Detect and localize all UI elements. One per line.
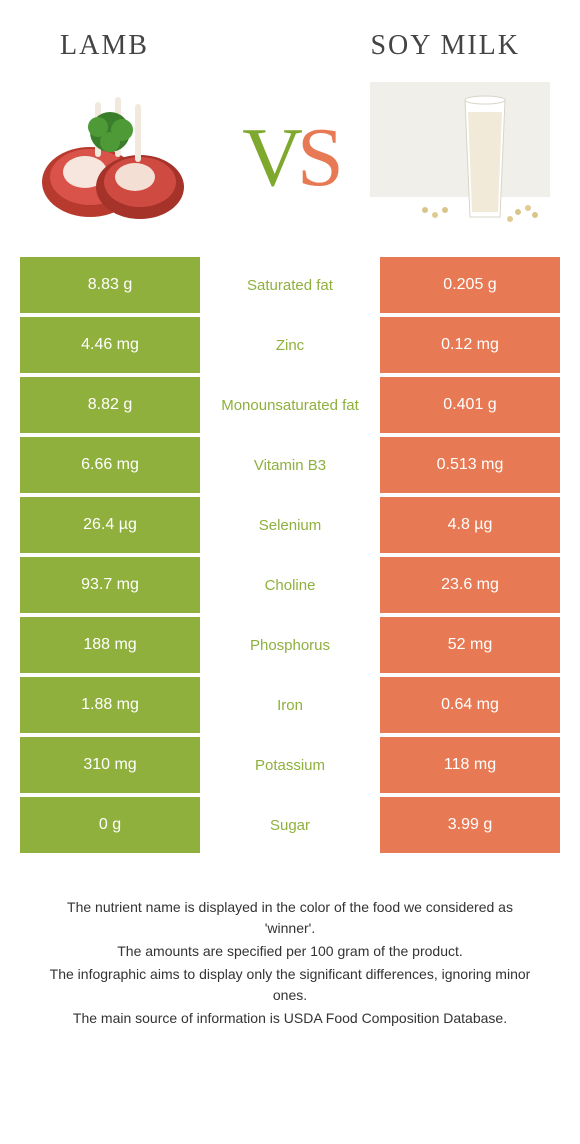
footer-line: The main source of information is USDA F…	[40, 1008, 540, 1029]
title-left: Lamb	[60, 30, 149, 62]
left-value: 4.46 mg	[20, 317, 200, 373]
nutrient-label: Phosphorus	[200, 617, 380, 673]
right-value: 0.64 mg	[380, 677, 560, 733]
right-value: 0.513 mg	[380, 437, 560, 493]
nutrient-label: Monounsaturated fat	[200, 377, 380, 433]
nutrient-label: Zinc	[200, 317, 380, 373]
left-value: 8.82 g	[20, 377, 200, 433]
right-value: 118 mg	[380, 737, 560, 793]
right-value: 0.401 g	[380, 377, 560, 433]
table-row: 1.88 mgIron0.64 mg	[20, 677, 560, 733]
right-value: 23.6 mg	[380, 557, 560, 613]
table-row: 0 gSugar3.99 g	[20, 797, 560, 853]
lamb-image	[30, 82, 210, 232]
title-right: Soy milk	[370, 30, 520, 62]
nutrient-label: Sugar	[200, 797, 380, 853]
right-value: 0.12 mg	[380, 317, 560, 373]
right-value: 4.8 µg	[380, 497, 560, 553]
right-value: 3.99 g	[380, 797, 560, 853]
nutrient-label: Iron	[200, 677, 380, 733]
footer-notes: The nutrient name is displayed in the co…	[20, 857, 560, 1029]
table-row: 4.46 mgZinc0.12 mg	[20, 317, 560, 373]
left-value: 0 g	[20, 797, 200, 853]
vs-v: V	[242, 111, 297, 204]
vs-s: S	[297, 111, 338, 204]
left-value: 26.4 µg	[20, 497, 200, 553]
table-row: 310 mgPotassium118 mg	[20, 737, 560, 793]
table-row: 93.7 mgCholine23.6 mg	[20, 557, 560, 613]
table-row: 8.83 gSaturated fat0.205 g	[20, 257, 560, 313]
right-value: 52 mg	[380, 617, 560, 673]
left-value: 8.83 g	[20, 257, 200, 313]
table-row: 188 mgPhosphorus52 mg	[20, 617, 560, 673]
left-value: 6.66 mg	[20, 437, 200, 493]
footer-line: The infographic aims to display only the…	[40, 964, 540, 1006]
nutrient-label: Selenium	[200, 497, 380, 553]
table-row: 26.4 µgSelenium4.8 µg	[20, 497, 560, 553]
left-value: 310 mg	[20, 737, 200, 793]
nutrient-label: Saturated fat	[200, 257, 380, 313]
vs-label: VS	[242, 109, 337, 206]
hero-row: VS	[20, 82, 560, 257]
left-value: 188 mg	[20, 617, 200, 673]
table-row: 8.82 gMonounsaturated fat0.401 g	[20, 377, 560, 433]
nutrient-label: Potassium	[200, 737, 380, 793]
nutrient-label: Vitamin B3	[200, 437, 380, 493]
soymilk-image	[370, 82, 550, 232]
footer-line: The amounts are specified per 100 gram o…	[40, 941, 540, 962]
table-row: 6.66 mgVitamin B30.513 mg	[20, 437, 560, 493]
nutrient-label: Choline	[200, 557, 380, 613]
left-value: 1.88 mg	[20, 677, 200, 733]
right-value: 0.205 g	[380, 257, 560, 313]
footer-line: The nutrient name is displayed in the co…	[40, 897, 540, 939]
left-value: 93.7 mg	[20, 557, 200, 613]
titles-row: Lamb Soy milk	[20, 20, 560, 82]
nutrient-table: 8.83 gSaturated fat0.205 g4.46 mgZinc0.1…	[20, 257, 560, 853]
